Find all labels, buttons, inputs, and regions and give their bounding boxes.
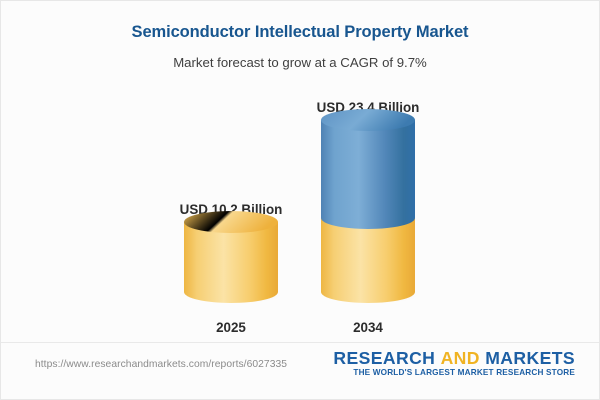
logo-tagline: THE WORLD'S LARGEST MARKET RESEARCH STOR…: [353, 368, 575, 378]
logo-word-and: AND: [440, 348, 480, 368]
logo-word-markets: MARKETS: [485, 348, 575, 368]
logo-word-research: RESEARCH: [333, 348, 436, 368]
cylinder-2034: [313, 106, 423, 308]
cylinder-2025: [176, 208, 286, 308]
bar-category-label-2025: 2025: [216, 320, 246, 335]
cylinder-2025-svg: [184, 211, 286, 304]
research-and-markets-logo[interactable]: RESEARCH AND MARKETS THE WORLD'S LARGEST…: [333, 349, 575, 378]
cylinder-2034-svg: [321, 109, 423, 304]
footer: https://www.researchandmarkets.com/repor…: [1, 342, 599, 399]
chart-title: Semiconductor Intellectual Property Mark…: [131, 23, 469, 41]
logo-wordmark: RESEARCH AND MARKETS: [333, 349, 575, 367]
chart-plot-area: USD 10.2 Billion: [1, 81, 599, 343]
chart-subtitle: Market forecast to grow at a CAGR of 9.7…: [173, 55, 427, 70]
report-url[interactable]: https://www.researchandmarkets.com/repor…: [35, 359, 288, 370]
bar-category-label-2034: 2034: [353, 320, 383, 335]
